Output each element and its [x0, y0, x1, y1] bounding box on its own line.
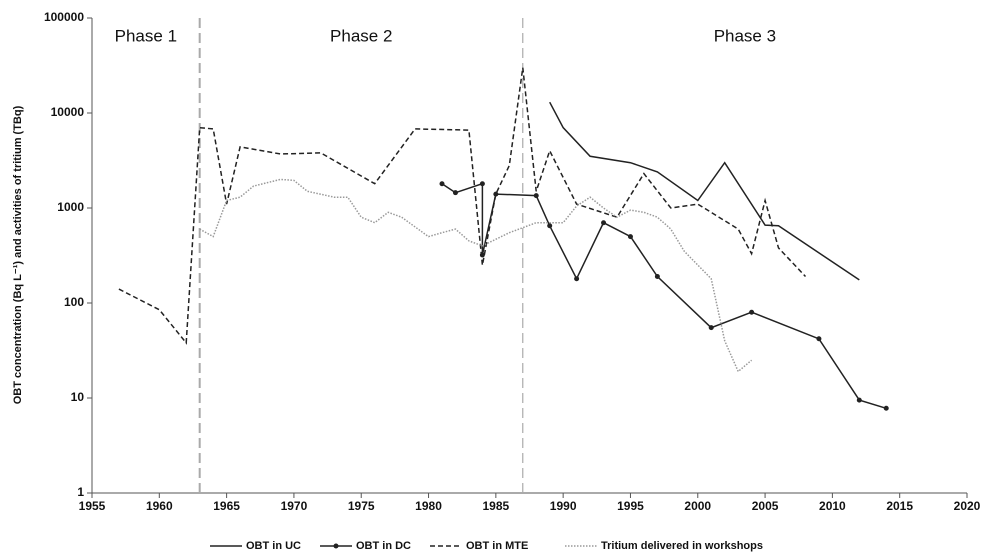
series-line — [199, 178, 753, 373]
x-tick-label: 1960 — [146, 499, 173, 513]
x-tick-label: 1995 — [617, 499, 644, 513]
series-marker — [601, 220, 607, 226]
series-marker — [533, 193, 539, 199]
phase-label: Phase 3 — [714, 26, 776, 45]
series-marker — [452, 190, 458, 196]
legend-label: Tritium delivered in workshops — [601, 540, 763, 552]
x-tick-label: 1965 — [213, 499, 240, 513]
legend-label: OBT in UC — [246, 540, 301, 552]
y-tick-label: 1 — [77, 485, 84, 499]
y-tick-label: 100000 — [44, 10, 84, 24]
y-tick-label: 1000 — [57, 200, 84, 214]
series-marker — [439, 181, 445, 187]
series-marker — [816, 336, 822, 342]
legend-label: OBT in MTE — [466, 540, 528, 552]
x-tick-label: 1955 — [79, 499, 106, 513]
x-tick-label: 2020 — [954, 499, 981, 513]
legend-marker — [333, 543, 339, 549]
x-tick-label: 1975 — [348, 499, 375, 513]
x-tick-label: 2015 — [886, 499, 913, 513]
x-tick-label: 2010 — [819, 499, 846, 513]
legend-label: OBT in DC — [356, 540, 411, 552]
series-marker — [856, 397, 862, 403]
y-tick-label: 10000 — [51, 105, 85, 119]
series-line — [118, 67, 807, 345]
series-marker — [547, 223, 553, 229]
x-tick-label: 2000 — [684, 499, 711, 513]
series-line — [441, 182, 887, 410]
series-marker — [479, 181, 485, 187]
phase-label: Phase 1 — [115, 26, 177, 45]
x-tick-label: 1980 — [415, 499, 442, 513]
series-marker — [654, 274, 660, 280]
x-tick-label: 1970 — [281, 499, 308, 513]
series-marker — [708, 325, 714, 331]
series-marker — [493, 191, 499, 197]
x-tick-label: 2005 — [752, 499, 779, 513]
y-axis-label: OBT concentration (Bq L⁻¹) and activitie… — [12, 105, 24, 404]
phase-label: Phase 2 — [330, 26, 392, 45]
series-marker — [627, 234, 633, 240]
x-tick-label: 1990 — [550, 499, 577, 513]
y-tick-label: 10 — [71, 390, 85, 404]
x-tick-label: 1985 — [482, 499, 509, 513]
series-marker — [574, 276, 580, 282]
series-marker — [883, 405, 889, 411]
y-tick-label: 100 — [64, 295, 84, 309]
series-marker — [749, 309, 755, 315]
